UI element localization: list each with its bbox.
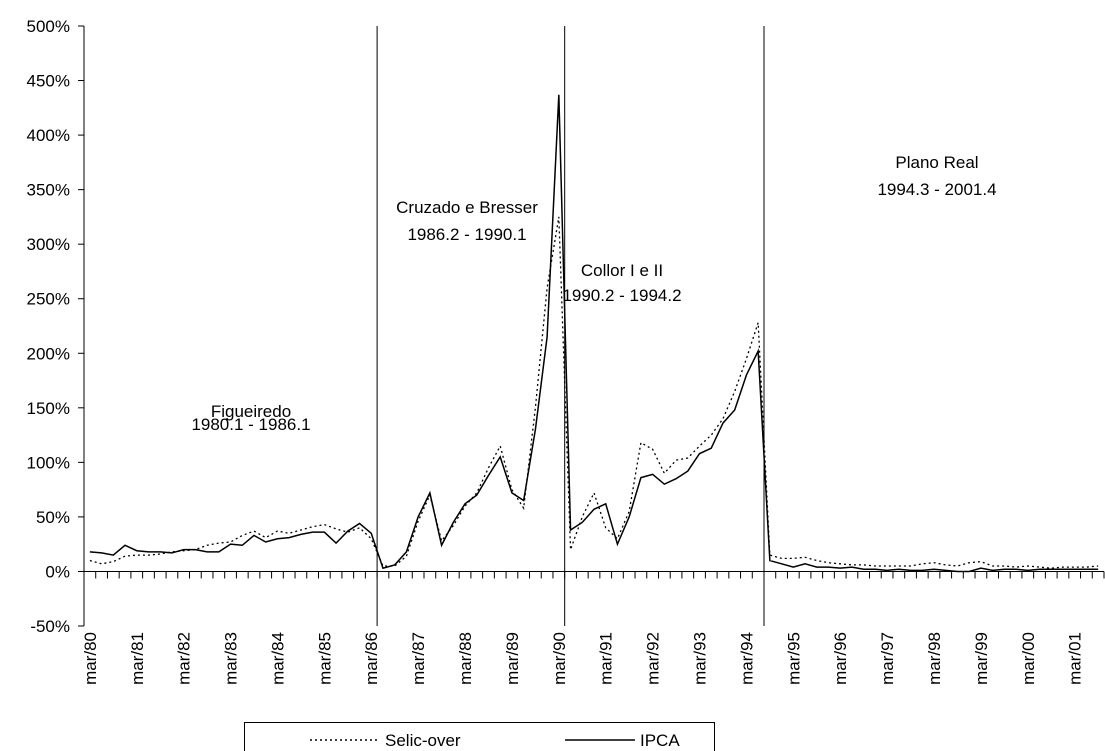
- legend-label: Selic-over: [385, 731, 461, 750]
- x-tick-label: mar/88: [456, 632, 475, 685]
- x-tick-label: mar/92: [644, 632, 663, 685]
- x-tick-label: mar/98: [925, 632, 944, 685]
- legend-box: [244, 722, 715, 751]
- annotation-title: Figueiredo: [211, 402, 291, 421]
- y-tick-label: 250%: [27, 290, 70, 309]
- annotation-period: 1990.2 - 1994.2: [562, 286, 681, 305]
- x-tick-label: mar/95: [784, 632, 803, 685]
- x-tick-label: mar/87: [409, 632, 428, 685]
- x-tick-label: mar/93: [691, 632, 710, 685]
- y-tick-label: 400%: [27, 126, 70, 145]
- y-tick-label: 500%: [27, 17, 70, 36]
- y-tick-label: 300%: [27, 235, 70, 254]
- annotation-title: Cruzado e Bresser: [396, 198, 538, 217]
- x-tick-label: mar/90: [550, 632, 569, 685]
- x-tick-label: mar/01: [1066, 632, 1085, 685]
- annotation-period: 1994.3 - 2001.4: [877, 180, 996, 199]
- x-tick-label: mar/94: [737, 632, 756, 685]
- y-tick-label: 150%: [27, 399, 70, 418]
- y-tick-label: -50%: [30, 617, 70, 636]
- y-tick-label: 200%: [27, 344, 70, 363]
- annotation-period: 1986.2 - 1990.1: [407, 225, 526, 244]
- series-line: [89, 216, 1099, 569]
- y-tick-label: 0%: [45, 562, 70, 581]
- x-tick-label: mar/99: [972, 632, 991, 685]
- y-tick-label: 450%: [27, 72, 70, 91]
- x-tick-label: mar/91: [597, 632, 616, 685]
- x-tick-label: mar/97: [878, 632, 897, 685]
- y-tick-label: 100%: [27, 453, 70, 472]
- x-tick-label: mar/00: [1019, 632, 1038, 685]
- x-tick-label: mar/82: [175, 632, 194, 685]
- x-tick-label: mar/84: [268, 632, 287, 685]
- x-tick-label: mar/89: [503, 632, 522, 685]
- legend-label: IPCA: [640, 731, 680, 750]
- annotation-title: Collor I e II: [581, 261, 663, 280]
- series-line: [89, 94, 1099, 573]
- y-tick-label: 50%: [36, 508, 70, 527]
- x-tick-label: mar/96: [831, 632, 850, 685]
- annotation-period: 1980.1 - 1986.1: [191, 415, 310, 434]
- x-tick-label: mar/85: [315, 632, 334, 685]
- x-tick-label: mar/80: [81, 632, 100, 685]
- x-tick-label: mar/86: [362, 632, 381, 685]
- x-tick-label: mar/83: [222, 632, 241, 685]
- y-tick-label: 350%: [27, 181, 70, 200]
- annotation-title: Plano Real: [895, 153, 978, 172]
- x-tick-label: mar/81: [128, 632, 147, 685]
